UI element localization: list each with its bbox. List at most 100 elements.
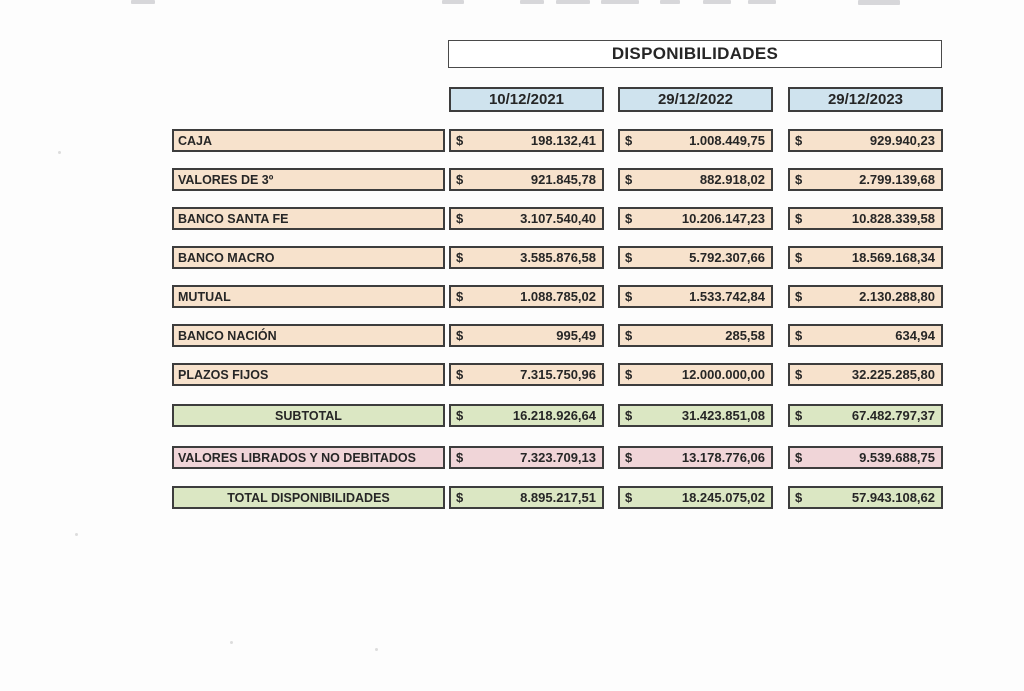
value-cell: $3.585.876,58 — [449, 246, 604, 269]
currency-symbol: $ — [456, 172, 464, 187]
amount: 198.132,41 — [530, 133, 596, 148]
value-cell: $1.088.785,02 — [449, 285, 604, 308]
scan-artifact — [858, 0, 900, 5]
currency-symbol: $ — [625, 450, 633, 465]
scan-speck — [58, 151, 61, 154]
currency-symbol: $ — [456, 133, 464, 148]
amount: 995,49 — [556, 328, 596, 343]
currency-symbol: $ — [456, 367, 464, 382]
amount: 8.895.217,51 — [520, 490, 596, 505]
value-cell: $18.569.168,34 — [788, 246, 943, 269]
value-cell: $3.107.540,40 — [449, 207, 604, 230]
row-label: SUBTOTAL — [172, 404, 445, 427]
amount: 634,94 — [895, 328, 935, 343]
value-cell: $1.008.449,75 — [618, 129, 773, 152]
scan-artifact — [556, 0, 590, 4]
currency-symbol: $ — [625, 211, 633, 226]
value-cell: $10.828.339,58 — [788, 207, 943, 230]
value-cell: $8.895.217,51 — [449, 486, 604, 509]
currency-symbol: $ — [625, 133, 633, 148]
value-cell: $57.943.108,62 — [788, 486, 943, 509]
currency-symbol: $ — [795, 490, 803, 505]
value-cell: $634,94 — [788, 324, 943, 347]
value-cell: $12.000.000,00 — [618, 363, 773, 386]
value-cell: $67.482.797,37 — [788, 404, 943, 427]
value-cell: $18.245.075,02 — [618, 486, 773, 509]
currency-symbol: $ — [625, 408, 633, 423]
amount: 18.245.075,02 — [681, 490, 765, 505]
currency-symbol: $ — [795, 289, 803, 304]
currency-symbol: $ — [795, 328, 803, 343]
amount: 9.539.688,75 — [859, 450, 935, 465]
scan-artifact — [703, 0, 731, 4]
currency-symbol: $ — [625, 289, 633, 304]
currency-symbol: $ — [456, 328, 464, 343]
value-cell: $198.132,41 — [449, 129, 604, 152]
amount: 7.323.709,13 — [520, 450, 596, 465]
currency-symbol: $ — [456, 211, 464, 226]
amount: 12.000.000,00 — [681, 367, 765, 382]
value-cell: $285,58 — [618, 324, 773, 347]
amount: 2.130.288,80 — [859, 289, 935, 304]
amount: 5.792.307,66 — [689, 250, 765, 265]
value-cell: $882.918,02 — [618, 168, 773, 191]
row-label: TOTAL DISPONIBILIDADES — [172, 486, 445, 509]
column-header-date: 10/12/2021 — [449, 87, 604, 112]
currency-symbol: $ — [625, 490, 633, 505]
amount: 3.107.540,40 — [520, 211, 596, 226]
value-cell: $31.423.851,08 — [618, 404, 773, 427]
currency-symbol: $ — [795, 450, 803, 465]
scan-artifact — [601, 0, 639, 4]
amount: 18.569.168,34 — [851, 250, 935, 265]
currency-symbol: $ — [625, 172, 633, 187]
currency-symbol: $ — [795, 250, 803, 265]
currency-symbol: $ — [456, 450, 464, 465]
amount: 13.178.776,06 — [681, 450, 765, 465]
value-cell: $7.323.709,13 — [449, 446, 604, 469]
value-cell: $2.799.139,68 — [788, 168, 943, 191]
row-label: VALORES LIBRADOS Y NO DEBITADOS — [172, 446, 445, 469]
scan-speck — [230, 641, 233, 644]
amount: 1.088.785,02 — [520, 289, 596, 304]
currency-symbol: $ — [625, 328, 633, 343]
row-label: BANCO MACRO — [172, 246, 445, 269]
value-cell: $921.845,78 — [449, 168, 604, 191]
currency-symbol: $ — [456, 250, 464, 265]
amount: 3.585.876,58 — [520, 250, 596, 265]
amount: 2.799.139,68 — [859, 172, 935, 187]
scan-artifact — [748, 0, 776, 4]
currency-symbol: $ — [795, 133, 803, 148]
value-cell: $929.940,23 — [788, 129, 943, 152]
column-header-date: 29/12/2022 — [618, 87, 773, 112]
scan-speck — [375, 648, 378, 651]
row-label: VALORES DE 3º — [172, 168, 445, 191]
amount: 921.845,78 — [530, 172, 596, 187]
scan-artifact — [660, 0, 680, 4]
currency-symbol: $ — [625, 250, 633, 265]
amount: 57.943.108,62 — [851, 490, 935, 505]
amount: 16.218.926,64 — [512, 408, 596, 423]
scan-artifact — [520, 0, 544, 4]
amount: 929.940,23 — [869, 133, 935, 148]
amount: 67.482.797,37 — [851, 408, 935, 423]
column-header-date: 29/12/2023 — [788, 87, 943, 112]
amount: 7.315.750,96 — [520, 367, 596, 382]
row-label: BANCO SANTA FE — [172, 207, 445, 230]
value-cell: $5.792.307,66 — [618, 246, 773, 269]
currency-symbol: $ — [795, 408, 803, 423]
scan-artifact — [442, 0, 464, 4]
currency-symbol: $ — [795, 172, 803, 187]
amount: 1.533.742,84 — [689, 289, 765, 304]
amount: 32.225.285,80 — [851, 367, 935, 382]
currency-symbol: $ — [625, 367, 633, 382]
value-cell: $32.225.285,80 — [788, 363, 943, 386]
value-cell: $10.206.147,23 — [618, 207, 773, 230]
currency-symbol: $ — [456, 490, 464, 505]
value-cell: $7.315.750,96 — [449, 363, 604, 386]
value-cell: $2.130.288,80 — [788, 285, 943, 308]
amount: 31.423.851,08 — [681, 408, 765, 423]
amount: 10.206.147,23 — [681, 211, 765, 226]
page-title: DISPONIBILIDADES — [448, 40, 942, 68]
row-label: PLAZOS FIJOS — [172, 363, 445, 386]
value-cell: $1.533.742,84 — [618, 285, 773, 308]
